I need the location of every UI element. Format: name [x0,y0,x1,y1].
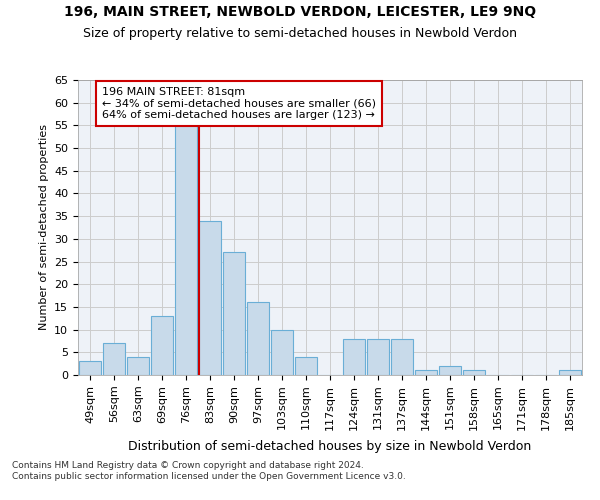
Y-axis label: Number of semi-detached properties: Number of semi-detached properties [38,124,49,330]
Bar [103,343,125,375]
Bar [463,370,485,375]
Bar [271,330,293,375]
Bar [247,302,269,375]
Bar [343,338,365,375]
Text: 196, MAIN STREET, NEWBOLD VERDON, LEICESTER, LE9 9NQ: 196, MAIN STREET, NEWBOLD VERDON, LEICES… [64,5,536,19]
Bar [415,370,437,375]
Bar [199,220,221,375]
Text: Contains public sector information licensed under the Open Government Licence v3: Contains public sector information licen… [12,472,406,481]
Bar [127,357,149,375]
Text: Contains HM Land Registry data © Crown copyright and database right 2024.: Contains HM Land Registry data © Crown c… [12,460,364,469]
Bar [79,362,101,375]
Text: Size of property relative to semi-detached houses in Newbold Verdon: Size of property relative to semi-detach… [83,28,517,40]
Text: Distribution of semi-detached houses by size in Newbold Verdon: Distribution of semi-detached houses by … [128,440,532,453]
Bar [367,338,389,375]
Bar [223,252,245,375]
Bar [175,126,197,375]
Bar [439,366,461,375]
Bar [559,370,581,375]
Text: 196 MAIN STREET: 81sqm
← 34% of semi-detached houses are smaller (66)
64% of sem: 196 MAIN STREET: 81sqm ← 34% of semi-det… [102,87,376,120]
Bar [151,316,173,375]
Bar [295,357,317,375]
Bar [391,338,413,375]
